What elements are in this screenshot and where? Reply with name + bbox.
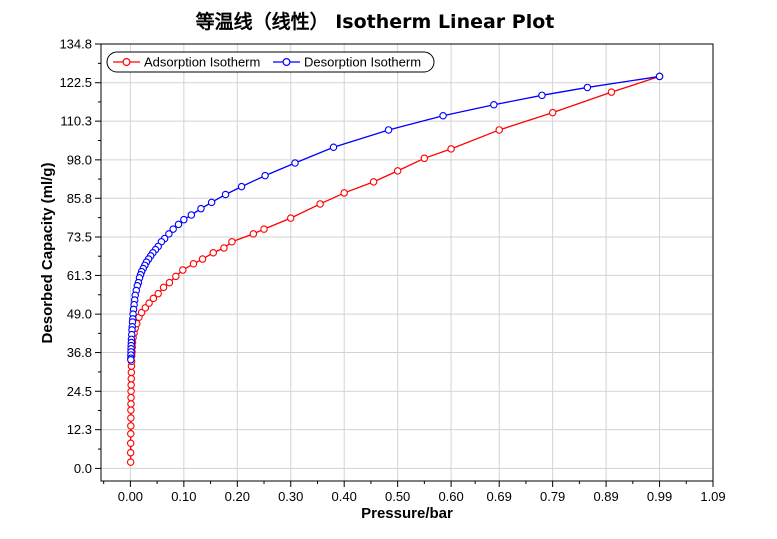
adsorption-data-point [141,304,150,312]
y-tick-label: 110.3 [60,114,92,129]
desorption-data-point [221,190,230,199]
y-tick-label: 73.5 [67,229,92,244]
desorption-data-point [538,91,546,100]
adsorption-data-point [127,368,136,377]
y-tick-label: 98.0 [67,152,92,167]
x-tick-label: 0.30 [278,489,303,504]
desorption-data-point [655,72,664,81]
y-tick-label: 24.5 [67,384,92,399]
x-tick-label: 0.79 [540,489,565,504]
x-tick-label: 0.10 [171,489,196,504]
adsorption-data-point [127,381,135,389]
desorption-data-point [490,101,498,109]
adsorption-data-point [127,406,135,414]
y-axis-label: Desorbed Capacity (ml/g) [39,163,56,344]
legend-desorption-label: Desorption Isotherm [304,55,421,70]
adsorption-data-point [137,308,146,317]
adsorption-data-point [286,214,295,222]
adsorption-data-point [209,248,217,257]
series-layer [126,72,664,466]
desorption-data-point [439,112,447,120]
desorption-data-point [187,211,196,219]
adsorption-data-point [159,283,168,292]
x-tick-label: 1.09 [700,489,725,504]
desorption-data-point [180,215,188,224]
desorption-data-point [169,225,177,233]
adsorption-data-point [220,244,228,252]
legend-box [106,51,435,73]
y-tick-label: 0.0 [74,461,92,476]
legend-desorption-marker [282,57,291,66]
legend: Adsorption Isotherm Desorption Isotherm [106,51,435,73]
adsorption-data-point [260,225,268,233]
adsorption-data-point [369,178,378,186]
y-tick-label: 85.8 [67,191,92,206]
adsorption-series-line [130,75,660,463]
desorption-data-point [583,83,592,92]
legend-adsorption-marker [122,57,131,66]
y-tick-label: 122.5 [59,75,92,90]
x-axis-ticks: 0.00 0.10 0.20 0.30 0.40 0.50 0.60 0.69 0.79 0.89… [103,481,726,504]
desorption-series-line [130,75,660,360]
desorption-data-point [197,204,205,213]
adsorption-data-point [607,88,616,96]
desorption-data-point [165,230,173,238]
desorption-data-point [237,182,246,191]
x-tick-label: 0.60 [438,489,463,504]
y-tick-label: 134.8 [59,37,92,52]
adsorption-data-point [127,422,135,430]
plot-frame [100,43,714,482]
adsorption-data-point [548,108,557,117]
y-tick-label: 61.3 [67,268,92,283]
adsorption-data-point [127,393,135,402]
x-tick-label: 0.50 [385,489,410,504]
y-tick-label: 12.3 [67,422,92,437]
adsorption-data-point [165,278,174,287]
adsorption-data-point [189,260,198,268]
x-tick-label: 0.89 [593,489,618,504]
x-tick-label: 0.00 [118,489,143,504]
adsorption-data-point [447,145,455,153]
adsorption-data-point [127,374,136,383]
desorption-data-point [127,356,135,364]
y-tick-label: 49.0 [67,307,92,322]
y-axis-ticks: 0.0 12.3 24.5 36.8 49.0 61.3 73.5 85.8 98.0 110.3… [59,37,101,476]
adsorption-data-point [127,387,135,396]
x-tick-label: 0.69 [487,489,512,504]
adsorption-data-point [228,237,236,246]
adsorption-data-point [172,272,180,281]
x-tick-label: 0.99 [647,489,672,504]
desorption-data-point [207,198,216,207]
adsorption-data-point [179,266,187,274]
adsorption-data-point [154,289,162,298]
adsorption-data-point [127,400,135,408]
desorption-data-point [291,159,299,167]
legend-adsorption-label: Adsorption Isotherm [144,55,260,70]
adsorption-data-point [126,448,135,457]
adsorption-data-point [495,126,503,134]
adsorption-data-point [393,167,402,175]
adsorption-data-point [127,414,135,422]
chart-title: 等温线（线性） Isotherm Linear Plot [195,10,555,33]
adsorption-data-point [149,294,158,303]
desorption-data-point [174,220,183,229]
desorption-data-point [261,171,269,180]
x-axis-label: Pressure/bar [361,505,453,522]
adsorption-data-point [198,255,207,263]
adsorption-data-point [316,200,324,208]
adsorption-data-point [249,230,258,238]
adsorption-data-point [126,458,135,466]
desorption-data-point [329,143,338,152]
y-tick-label: 36.8 [67,345,92,360]
adsorption-data-point [126,439,135,447]
desorption-data-point [384,126,393,134]
adsorption-data-point [340,189,348,197]
adsorption-data-point [145,299,153,307]
x-tick-label: 0.40 [332,489,357,504]
adsorption-data-point [127,430,135,438]
x-tick-label: 0.20 [225,489,250,504]
adsorption-data-point [420,154,429,163]
